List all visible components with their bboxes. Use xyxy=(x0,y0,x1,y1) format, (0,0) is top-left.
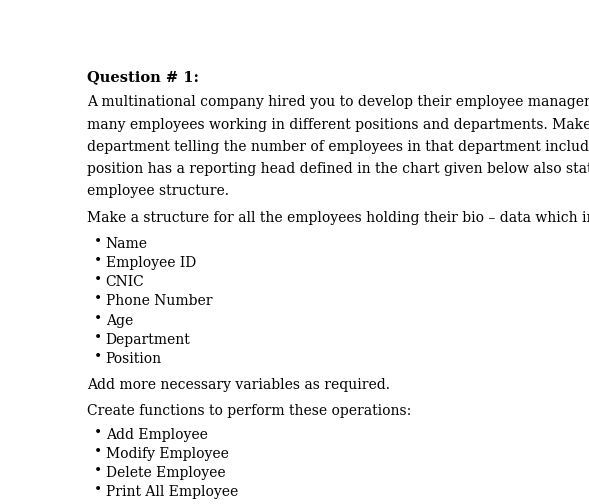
Text: CNIC: CNIC xyxy=(105,275,144,289)
Text: Create functions to perform these operations:: Create functions to perform these operat… xyxy=(87,404,412,418)
Text: •: • xyxy=(94,483,102,497)
Text: •: • xyxy=(94,235,102,249)
Text: A multinational company hired you to develop their employee management system. T: A multinational company hired you to dev… xyxy=(87,95,589,109)
Text: Print All Employee: Print All Employee xyxy=(105,485,238,499)
Text: Position: Position xyxy=(105,352,162,366)
Text: many employees working in different positions and departments. Make a structure : many employees working in different posi… xyxy=(87,117,589,132)
Text: •: • xyxy=(94,331,102,345)
Text: department telling the number of employees in that department including the head: department telling the number of employe… xyxy=(87,140,589,154)
Text: employee structure.: employee structure. xyxy=(87,184,229,198)
Text: •: • xyxy=(94,445,102,459)
Text: Employee ID: Employee ID xyxy=(105,256,196,270)
Text: Delete Employee: Delete Employee xyxy=(105,466,225,480)
Text: •: • xyxy=(94,350,102,364)
Text: Make a structure for all the employees holding their bio – data which includes:: Make a structure for all the employees h… xyxy=(87,212,589,225)
Text: Phone Number: Phone Number xyxy=(105,294,212,308)
Text: •: • xyxy=(94,254,102,268)
Text: •: • xyxy=(94,292,102,306)
Text: •: • xyxy=(94,273,102,287)
Text: Add Employee: Add Employee xyxy=(105,428,207,442)
Text: •: • xyxy=(94,426,102,439)
Text: Age: Age xyxy=(105,313,133,328)
Text: Modify Employee: Modify Employee xyxy=(105,447,229,461)
Text: Name: Name xyxy=(105,237,148,250)
Text: Question # 1:: Question # 1: xyxy=(87,70,199,84)
Text: Add more necessary variables as required.: Add more necessary variables as required… xyxy=(87,377,391,392)
Text: •: • xyxy=(94,464,102,478)
Text: •: • xyxy=(94,502,102,504)
Text: Department: Department xyxy=(105,333,190,347)
Text: position has a reporting head defined in the chart given below also state the re: position has a reporting head defined in… xyxy=(87,162,589,176)
Text: •: • xyxy=(94,311,102,326)
